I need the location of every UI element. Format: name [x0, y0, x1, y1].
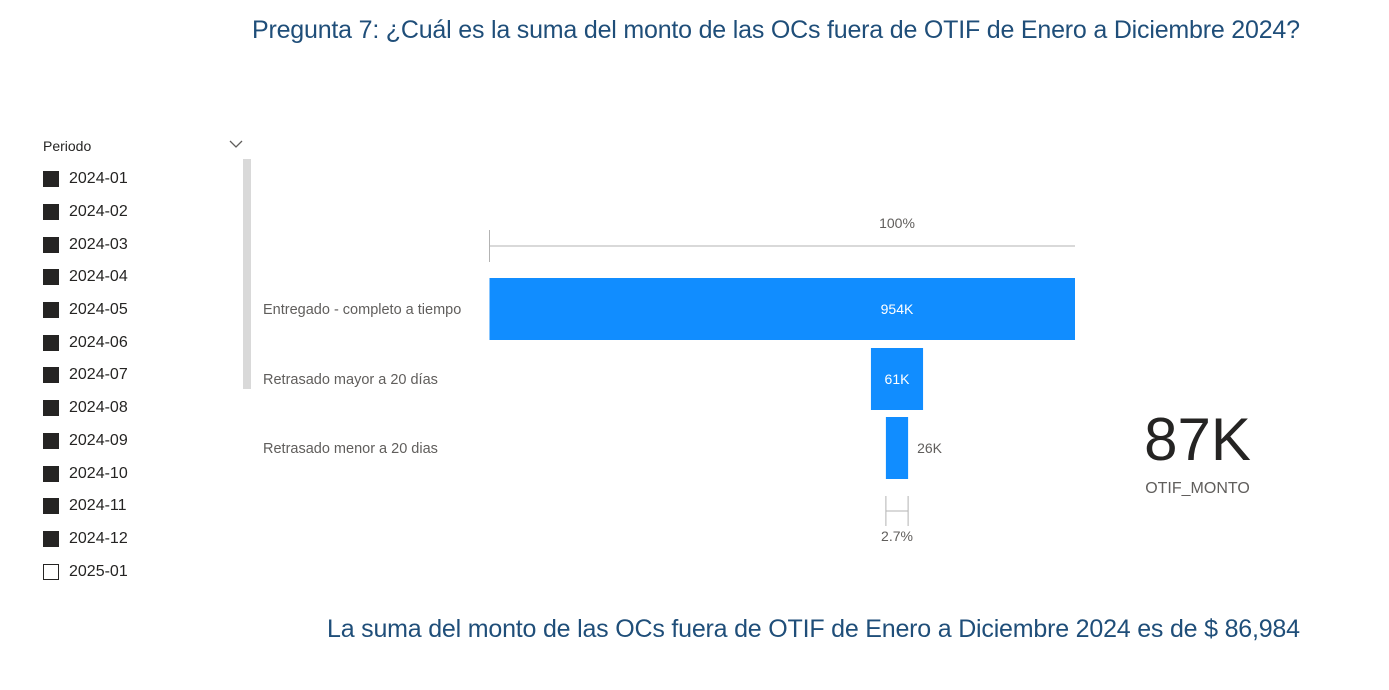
- bottom-percent-label: 2.7%: [881, 528, 913, 544]
- slicer-item-label: 2024-12: [69, 529, 128, 547]
- slicer-item-label: 2024-07: [69, 366, 128, 384]
- checkbox[interactable]: [43, 465, 59, 482]
- slicer-item-2024-03[interactable]: 2024-03: [43, 228, 128, 261]
- checkbox[interactable]: [43, 171, 59, 188]
- slicer-header: Periodo: [43, 138, 92, 154]
- checkbox[interactable]: [43, 400, 59, 417]
- slicer-item-label: 2024-04: [69, 268, 128, 286]
- data-label: 26K: [917, 440, 943, 456]
- slicer-item-label: 2024-10: [69, 464, 128, 482]
- funnel-bar: [870, 348, 924, 410]
- kpi-value: 87K: [1144, 406, 1251, 473]
- slicer-item-label: 2024-02: [69, 203, 128, 221]
- data-label: 61K: [885, 371, 911, 387]
- category-label: Entregado - completo a tiempo: [263, 302, 461, 318]
- checkbox[interactable]: [43, 498, 59, 515]
- checkbox[interactable]: [43, 334, 59, 351]
- checkbox[interactable]: [43, 302, 59, 319]
- checkbox[interactable]: [43, 269, 59, 286]
- slicer-item-label: 2024-06: [69, 333, 128, 351]
- slicer-item-2024-10[interactable]: 2024-10: [43, 457, 128, 490]
- slicer-list: 2024-01 2024-02 2024-03 2024-04 2024-05 2024-…: [43, 163, 128, 588]
- chevron-down-icon[interactable]: [229, 139, 243, 149]
- data-label: 954K: [881, 301, 914, 317]
- slicer-item-2024-04[interactable]: 2024-04: [43, 261, 128, 294]
- slicer-item-2024-11[interactable]: 2024-11: [43, 490, 128, 523]
- slicer-scrollbar[interactable]: [243, 159, 251, 389]
- slicer-item-label: 2024-09: [69, 431, 128, 449]
- checkbox[interactable]: [43, 530, 59, 547]
- slicer-item-label: 2024-11: [69, 497, 127, 515]
- slicer-item-2024-05[interactable]: 2024-05: [43, 294, 128, 327]
- category-label: Retrasado mayor a 20 días: [263, 372, 438, 388]
- checkbox[interactable]: [43, 563, 59, 580]
- slicer-item-2024-12[interactable]: 2024-12: [43, 523, 128, 556]
- slicer-item-label: 2024-05: [69, 301, 128, 319]
- checkbox[interactable]: [43, 236, 59, 253]
- slicer-item-2024-01[interactable]: 2024-01: [43, 163, 128, 196]
- slicer-item-label: 2024-03: [69, 235, 128, 253]
- checkbox[interactable]: [43, 367, 59, 384]
- funnel-chart: 100% Entregado - completo a tiempo 954K Ret…: [263, 215, 1075, 544]
- slicer-item-2024-08[interactable]: 2024-08: [43, 392, 128, 425]
- slicer-item-2024-09[interactable]: 2024-09: [43, 425, 128, 458]
- slicer-item-label: 2024-01: [69, 170, 128, 188]
- slicer-item-2024-02[interactable]: 2024-02: [43, 196, 128, 229]
- slicer-item-2024-06[interactable]: 2024-06: [43, 326, 128, 359]
- slicer-item-2025-01[interactable]: 2025-01: [43, 555, 128, 588]
- checkbox[interactable]: [43, 432, 59, 449]
- funnel-bar: [489, 278, 1075, 340]
- checkbox[interactable]: [43, 204, 59, 221]
- funnel-bar: [885, 417, 909, 479]
- slicer-item-label: 2025-01: [69, 562, 128, 580]
- periodo-slicer: Periodo 2024-01 2024-02 2024-03 2024-04 2024…: [43, 135, 253, 585]
- page-title: Pregunta 7: ¿Cuál es la suma del monto d…: [252, 16, 1300, 44]
- kpi-label: OTIF_MONTO: [1145, 480, 1250, 497]
- answer-text: La suma del monto de las OCs fuera de OT…: [327, 615, 1300, 643]
- category-label: Retrasado menor a 20 dias: [263, 441, 438, 457]
- slicer-item-2024-07[interactable]: 2024-07: [43, 359, 128, 392]
- slicer-item-label: 2024-08: [69, 399, 128, 417]
- top-percent-label: 100%: [879, 215, 915, 231]
